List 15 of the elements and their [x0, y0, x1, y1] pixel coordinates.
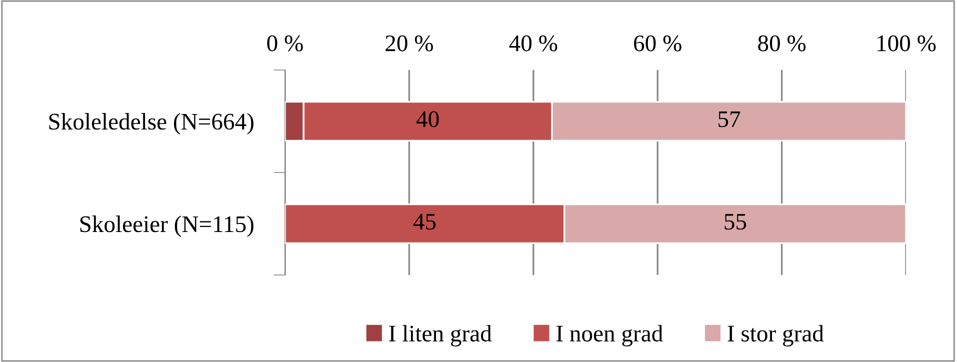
data-label: 55 [724, 214, 746, 230]
x-tick-label: 40 % [509, 35, 558, 52]
x-tick-label: 0 % [267, 35, 303, 52]
legend-label: I stor grad [728, 324, 824, 346]
x-tick-label: 20 % [386, 35, 433, 52]
x-tick-label: 80 % [758, 35, 806, 52]
data-label: 40 [416, 111, 439, 128]
y-tick-label: Skoleeier (N=115) [80, 216, 254, 237]
legend-label: I noen grad [556, 324, 663, 346]
legend-label: I liten grad [389, 324, 492, 346]
x-tick-label: 100 % [878, 35, 936, 52]
data-label: 45 [413, 214, 436, 230]
y-tick-label: Skoleledelse (N=664) [49, 113, 254, 134]
data-label: 57 [718, 111, 740, 128]
x-tick-label: 60 % [634, 35, 682, 52]
